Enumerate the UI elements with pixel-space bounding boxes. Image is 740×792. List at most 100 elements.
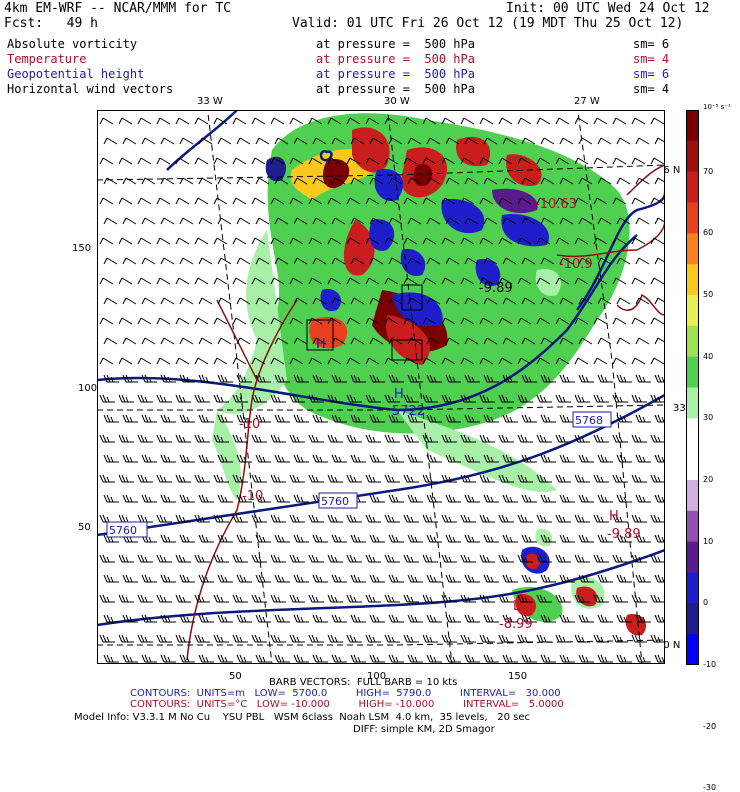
wind-barb	[650, 514, 665, 523]
wind-barb	[555, 634, 571, 643]
wind-barb	[213, 317, 228, 325]
wind-barb	[232, 474, 248, 483]
wind-barb	[289, 594, 305, 603]
wind-barb	[384, 394, 400, 403]
wind-barb	[559, 534, 575, 543]
vort-red-south-3	[576, 586, 598, 607]
wind-barb	[346, 237, 361, 245]
wind-barb	[479, 394, 495, 403]
wind-barb	[198, 614, 214, 623]
wind-barb	[426, 177, 441, 185]
wind-barb	[179, 574, 195, 583]
wind-barb	[160, 574, 176, 583]
wind-barb	[232, 157, 247, 165]
lon-label-30w: 30 W	[384, 96, 410, 107]
wind-barb	[274, 337, 289, 345]
wind-barb	[270, 394, 286, 403]
wind-barb	[103, 454, 119, 463]
wind-barb	[308, 197, 323, 205]
wind-barb	[460, 237, 475, 245]
wind-barb	[426, 654, 442, 663]
wind-barb	[521, 614, 537, 623]
wind-barb	[559, 297, 574, 305]
wind-barb	[593, 474, 609, 483]
wind-barb	[274, 414, 290, 423]
wind-barb	[255, 177, 270, 185]
wind-barb	[308, 434, 324, 443]
wind-barb	[555, 277, 570, 285]
wind-barb	[99, 474, 115, 483]
wind-barb	[255, 374, 271, 383]
wind-barb	[460, 357, 475, 365]
wind-barb	[255, 494, 271, 503]
wind-barb	[612, 634, 628, 643]
wind-barb	[251, 277, 266, 285]
wind-barb	[441, 434, 457, 443]
model-title: 4km EM-WRF -- NCAR/MMM for TC	[4, 1, 231, 16]
wind-barb	[103, 574, 119, 583]
wind-barb	[312, 137, 327, 145]
vort-darkred-1	[322, 159, 350, 189]
wind-barb	[270, 594, 286, 603]
wind-barb	[327, 157, 342, 165]
wind-barb	[540, 217, 555, 225]
wind-barb	[160, 534, 176, 543]
wind-barb	[293, 337, 308, 345]
wind-barb	[517, 434, 533, 443]
vort-red-south-1	[525, 553, 541, 570]
wind-barb	[422, 117, 437, 125]
wind-barb	[502, 494, 518, 503]
vort-purple-1	[492, 188, 538, 214]
wind-barb	[327, 514, 343, 523]
wind-barb	[346, 277, 361, 285]
wind-barb	[460, 434, 476, 443]
wind-barb	[198, 217, 213, 225]
wind-barb	[331, 414, 347, 423]
wind-barb	[498, 117, 513, 125]
wind-barb	[255, 257, 270, 265]
wind-barb	[255, 337, 270, 345]
wind-barb	[198, 297, 213, 305]
wind-barb	[118, 237, 133, 245]
wind-barb	[365, 394, 381, 403]
wind-barb	[555, 357, 570, 365]
wind-barb	[137, 594, 153, 603]
wind-barb	[578, 297, 593, 305]
wind-barb	[369, 374, 385, 383]
wind-barb	[422, 357, 437, 365]
vort-blue-6	[320, 289, 342, 312]
colorbar-swatch	[686, 233, 699, 265]
colorbar-swatch	[686, 110, 699, 142]
wind-barb	[536, 634, 552, 643]
wind-barb	[160, 454, 176, 463]
wind-barb	[141, 257, 156, 265]
wind-barb	[441, 474, 457, 483]
wind-barb	[403, 117, 418, 125]
temp-contour-west-2	[216, 299, 258, 381]
wind-barb	[137, 277, 152, 285]
wind-barb	[384, 357, 399, 365]
wind-barb	[99, 157, 114, 165]
wind-barb	[293, 454, 309, 463]
colorbar-label: 30	[703, 413, 714, 422]
wind-barb	[308, 474, 324, 483]
wind-barb	[426, 217, 441, 225]
wind-barb	[612, 237, 627, 245]
wind-barb	[137, 634, 153, 643]
wind-barb	[327, 357, 342, 365]
wind-barb	[175, 317, 190, 325]
wind-barb	[194, 514, 210, 523]
wind-barb	[213, 237, 228, 245]
wind-barb	[498, 357, 513, 365]
wind-barb	[365, 554, 381, 563]
wind-barb	[312, 454, 328, 463]
field-level-wind: at pressure = 500 hPa	[316, 82, 475, 96]
wind-barb	[502, 414, 518, 423]
colorbar-swatch	[686, 202, 699, 234]
wind-barb	[483, 257, 498, 265]
wind-barb	[160, 374, 176, 383]
wind-barb	[156, 514, 172, 523]
wind-barb	[498, 237, 513, 245]
wind-barb	[559, 454, 575, 463]
wind-barb	[593, 594, 609, 603]
